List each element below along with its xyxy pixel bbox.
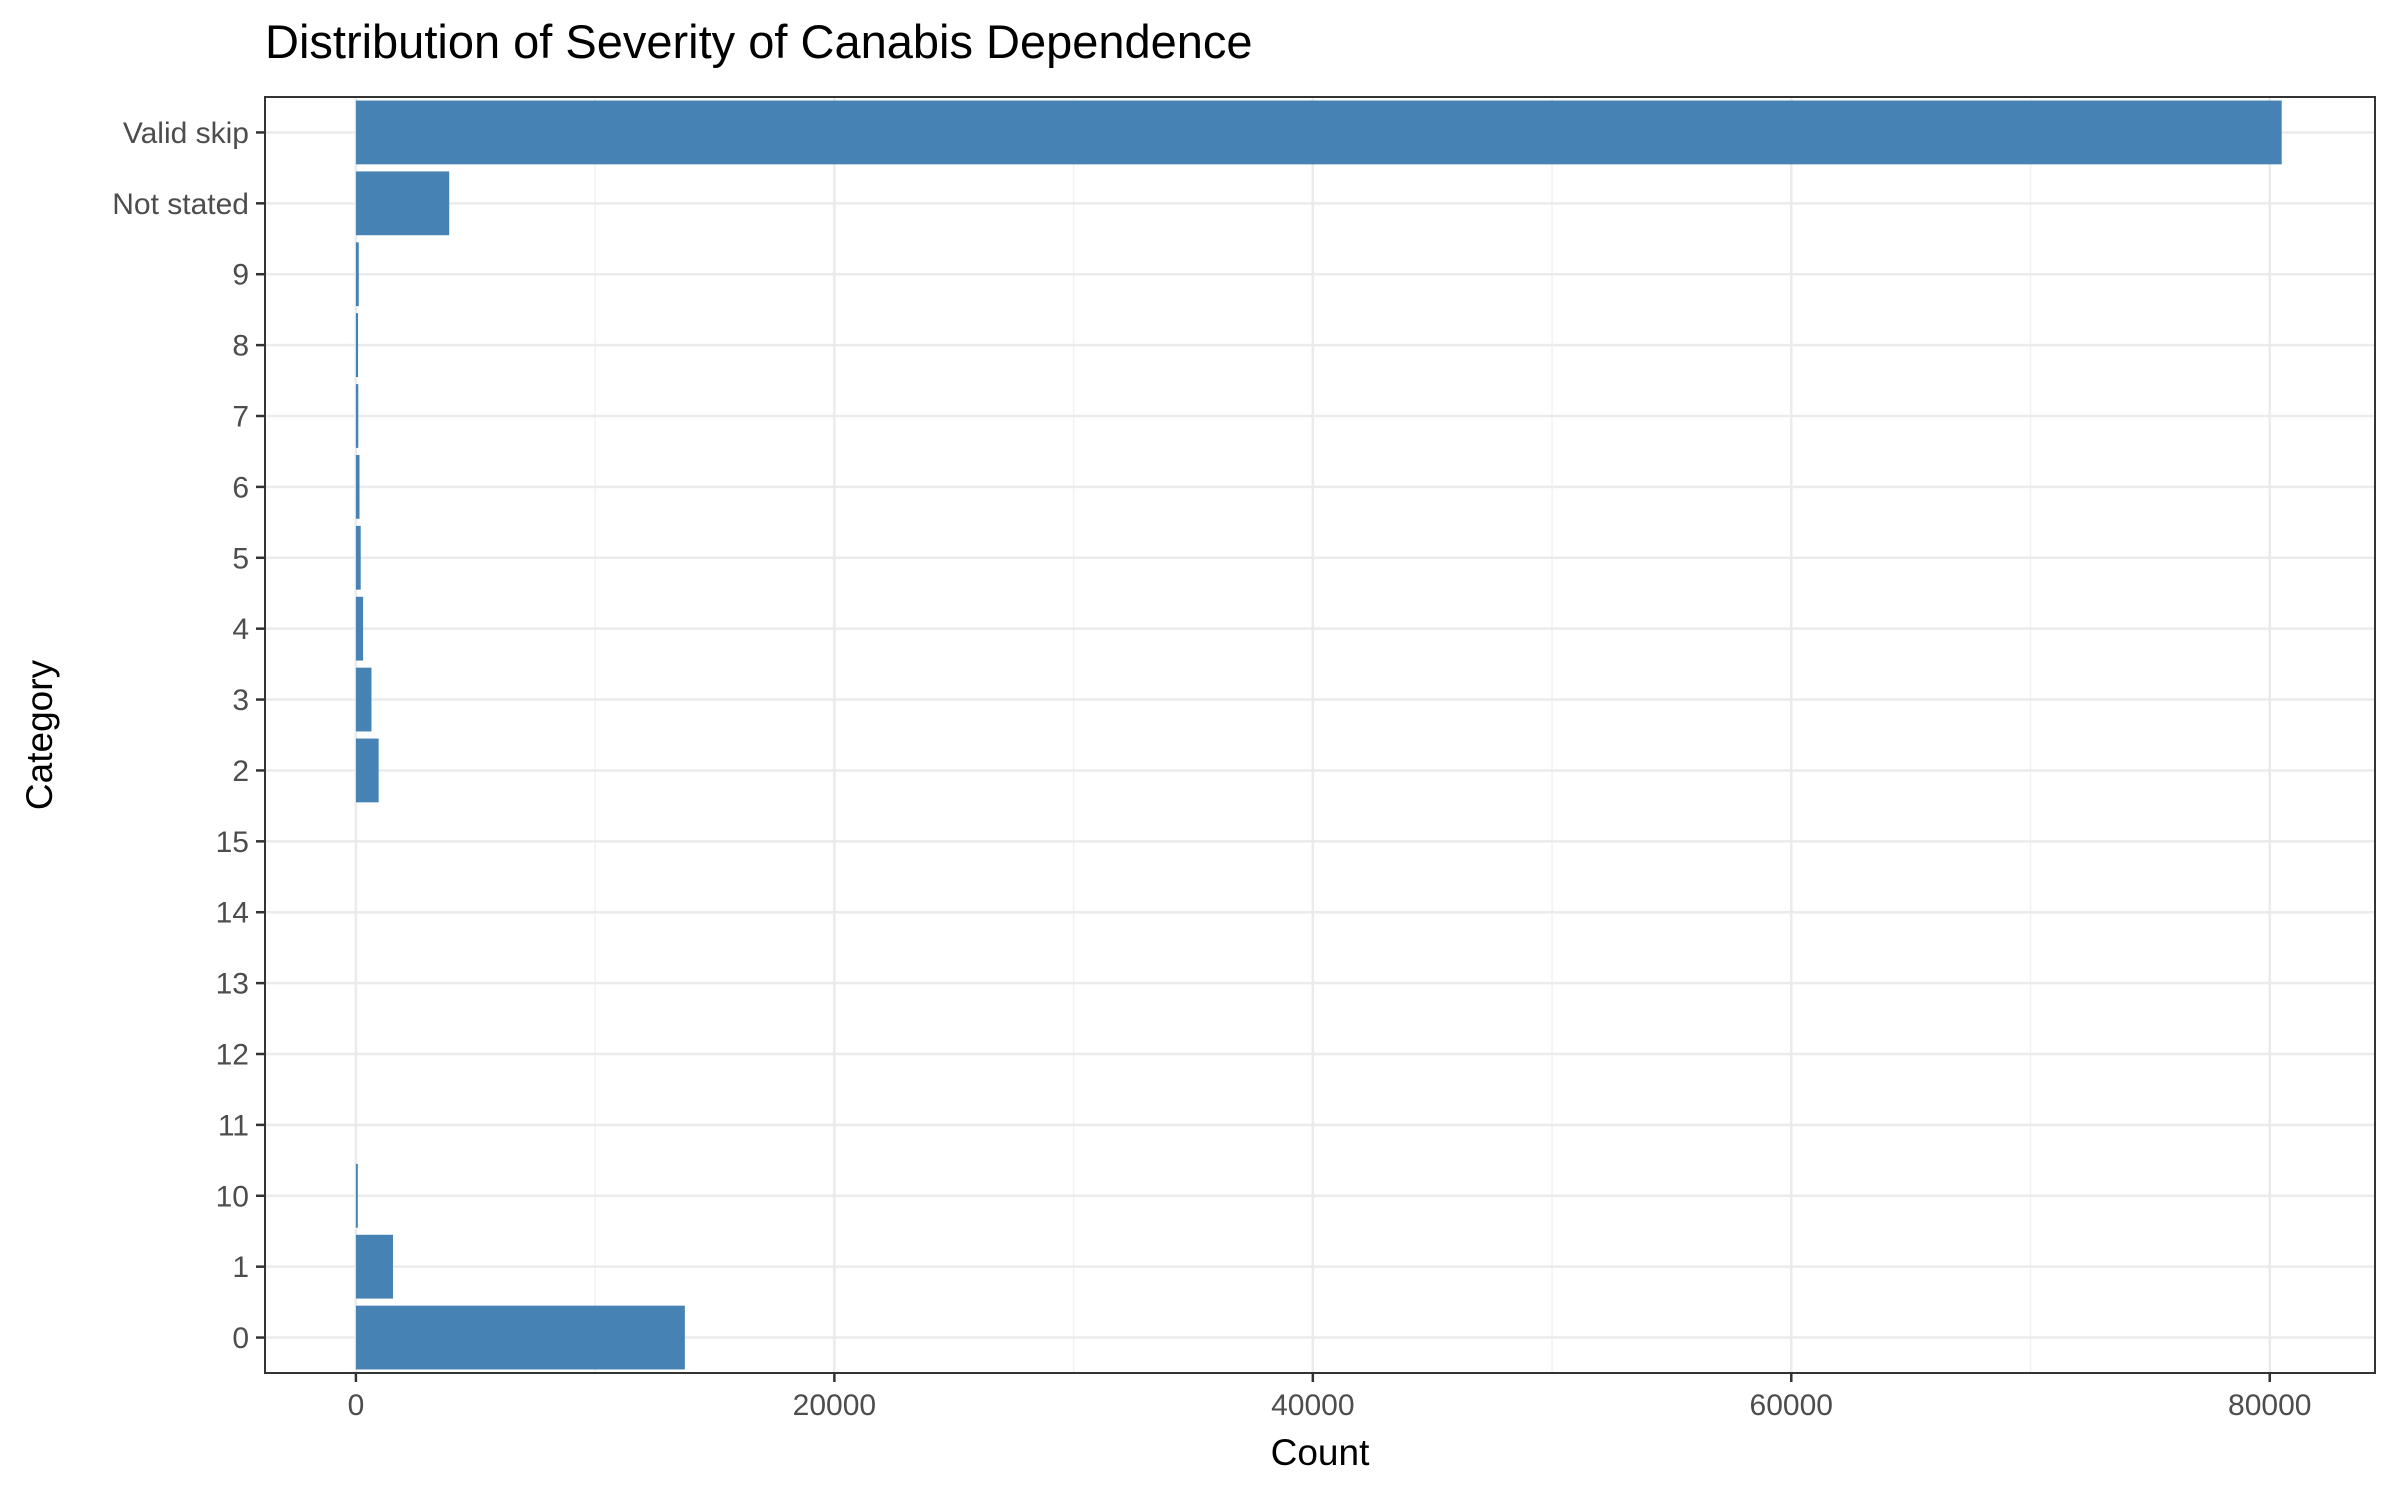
x-tick-label: 60000 (1750, 1389, 1833, 1422)
x-axis-title: Count (1271, 1432, 1370, 1473)
axes-layer: 0 1 10 11 12 13 14 15 2 3 4 5 6 7 8 9 Not stated Valid sk… (112, 117, 2311, 1422)
y-tick-label: Not stated (112, 188, 249, 221)
bar-0 (355, 1305, 685, 1370)
y-tick-label: 0 (232, 1322, 249, 1355)
bar-8 (355, 313, 359, 378)
bar-valid-skip (355, 100, 2282, 165)
y-tick-label: 12 (216, 1039, 249, 1072)
bar-4 (355, 596, 364, 661)
x-tick-label: 0 (348, 1389, 365, 1422)
x-tick-label: 40000 (1271, 1389, 1354, 1422)
y-tick-label: Valid skip (123, 117, 249, 150)
y-tick-label: 5 (232, 542, 249, 575)
y-tick-label: 4 (232, 613, 249, 646)
y-tick-label: 3 (232, 684, 249, 717)
bar-not-stated (355, 171, 450, 236)
y-tick-label: 11 (218, 1109, 249, 1142)
x-tick-label: 80000 (2228, 1389, 2311, 1422)
bar-7 (355, 384, 359, 448)
bar-9 (355, 242, 359, 307)
y-tick-label: 13 (216, 968, 249, 1001)
y-tick-label: 2 (232, 755, 249, 788)
bar-3 (355, 667, 372, 732)
y-tick-label: 8 (232, 330, 249, 363)
y-tick-label: 14 (216, 897, 249, 930)
bar-6 (355, 454, 360, 519)
y-tick-label: 15 (216, 826, 249, 859)
bar-10 (355, 1163, 358, 1228)
panel-border (264, 96, 2376, 1374)
x-tick-label: 20000 (793, 1389, 876, 1422)
grid-layer (265, 97, 2375, 1373)
chart-title: Distribution of Severity of Canabis Depe… (265, 15, 1253, 68)
bars-layer (355, 100, 2282, 1370)
y-tick-label: 7 (232, 401, 249, 434)
bar-1 (355, 1234, 393, 1299)
y-tick-label: 9 (232, 259, 249, 292)
y-tick-label: 6 (232, 471, 249, 504)
y-tick-label: 10 (216, 1180, 249, 1213)
y-axis-title: Category (19, 659, 60, 810)
y-tick-label: 1 (232, 1251, 249, 1284)
bar-2 (355, 738, 379, 803)
bar-5 (355, 525, 361, 590)
